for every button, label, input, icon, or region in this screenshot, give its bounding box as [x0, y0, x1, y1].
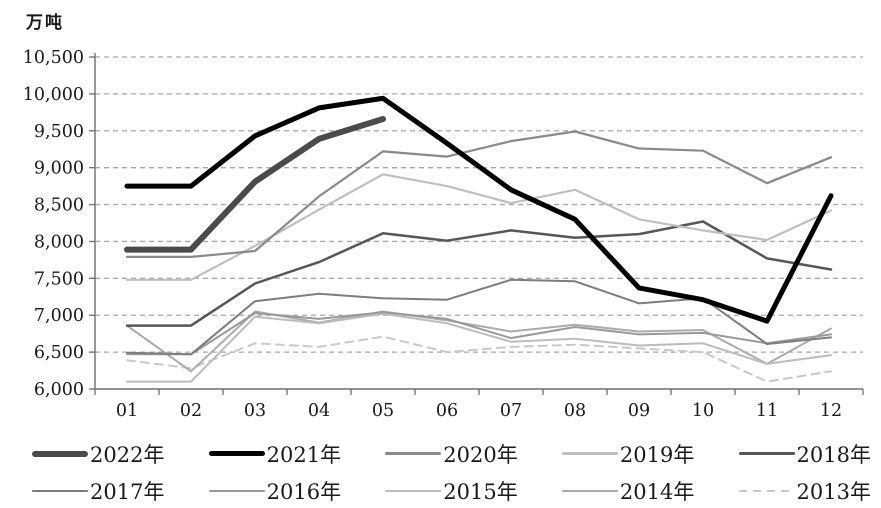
y-tick-label: 10,500	[23, 48, 84, 68]
legend-label: 2015年	[443, 479, 518, 504]
series-line-2021	[124, 95, 834, 324]
legend-line-swatch	[561, 489, 618, 492]
legend-label: 2017年	[90, 479, 165, 504]
legend-item-2021: 2021年	[208, 439, 342, 469]
legend-line-swatch	[208, 451, 265, 456]
x-tick-label: 08	[564, 401, 586, 421]
series-line-2022	[124, 116, 386, 253]
y-tick-label: 6,000	[34, 380, 84, 400]
legend-line-swatch	[738, 489, 795, 492]
x-tick-label: 12	[820, 401, 842, 421]
x-tick-label: 07	[500, 401, 522, 421]
series-line-2020	[125, 130, 833, 258]
y-tick-label: 7,000	[34, 306, 84, 326]
legend-line-swatch	[385, 489, 442, 492]
legend-label: 2021年	[266, 442, 342, 467]
x-tick-label: 01	[116, 401, 138, 421]
legend-label: 2022年	[90, 442, 165, 467]
series-line-2019	[125, 173, 833, 281]
legend-item-2018: 2018年	[738, 439, 871, 469]
legend-item-2020: 2020年	[385, 439, 518, 469]
legend-line-swatch	[208, 489, 265, 492]
legend-label: 2013年	[796, 479, 871, 504]
legend-item-2017: 2017年	[32, 476, 164, 506]
y-tick-label: 6,500	[34, 343, 84, 363]
legend-label: 2020年	[443, 442, 518, 467]
legend-line-swatch	[32, 450, 88, 457]
x-tick-label: 05	[372, 401, 394, 421]
legend-label: 2019年	[619, 442, 695, 467]
legend-line-swatch	[32, 489, 88, 492]
legend-label: 2016年	[266, 479, 342, 504]
series-line-2014	[126, 310, 832, 373]
y-tick-label: 9,000	[34, 159, 84, 179]
x-tick-label: 02	[180, 401, 202, 421]
series-line-2013	[126, 335, 832, 383]
legend-item-2013: 2013年	[738, 476, 871, 506]
legend-line-swatch	[738, 452, 795, 455]
y-tick-label: 8,000	[34, 232, 84, 252]
legend-row: 2022年 2021年 2020年 2019年 2018年	[0, 438, 881, 469]
legend-item-2016: 2016年	[208, 476, 342, 506]
legend-line-swatch	[561, 452, 618, 455]
y-tick-label: 10,000	[23, 85, 84, 105]
series-line-2016	[126, 311, 832, 356]
y-axis-unit-label: 万吨	[26, 13, 64, 33]
x-tick-label: 11	[756, 401, 778, 421]
legend-item-2019: 2019年	[561, 439, 695, 469]
legend-item-2015: 2015年	[385, 476, 518, 506]
x-tick-label: 04	[308, 401, 330, 421]
y-tick-label: 9,500	[34, 122, 84, 142]
line-chart: 10,500 10,000 9,500 9,000 8,500 8,000 7,500 7,0…	[23, 48, 864, 421]
x-tick-label: 03	[244, 401, 266, 421]
y-tick-label: 7,500	[34, 269, 84, 289]
legend-label: 2018年	[796, 442, 871, 467]
x-tick-label: 06	[436, 401, 458, 421]
legend-row: 2017年 2016年 2015年 2014年 2013年	[0, 475, 881, 506]
y-tick-label: 8,500	[34, 196, 84, 216]
series-line-2018	[125, 220, 833, 327]
legend-line-swatch	[385, 452, 442, 455]
chart-legend: 2022年 2021年 2020年 2019年 2018年 2017年 2016年 2015年…	[0, 438, 881, 506]
series-line-2017	[126, 278, 832, 356]
legend-item-2014: 2014年	[561, 476, 695, 506]
legend-label: 2014年	[619, 479, 695, 504]
x-tick-label: 09	[628, 401, 650, 421]
legend-item-2022: 2022年	[32, 439, 164, 469]
x-tick-label: 10	[692, 401, 714, 421]
series-line-2015	[126, 312, 832, 383]
